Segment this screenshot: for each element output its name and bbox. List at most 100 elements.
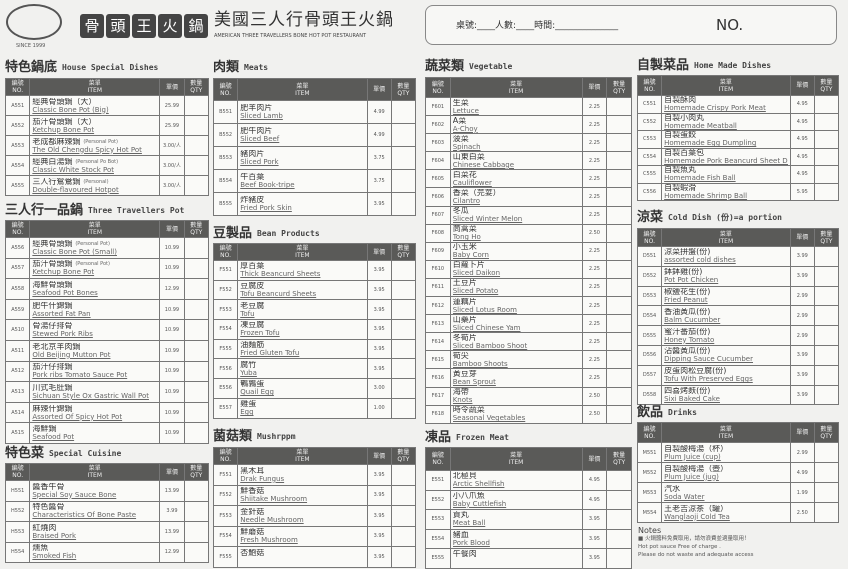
qty-input[interactable]	[183, 422, 210, 444]
item-code: F613	[425, 314, 451, 334]
qty-input[interactable]	[606, 368, 632, 388]
qty-input[interactable]	[183, 381, 210, 403]
qty-input[interactable]	[183, 257, 210, 280]
col-no: 編號 NO.	[636, 422, 663, 443]
qty-input[interactable]	[183, 175, 210, 196]
qty-input[interactable]	[813, 384, 840, 406]
qty-input[interactable]	[390, 525, 417, 547]
qty-input[interactable]	[606, 277, 632, 298]
qty-input[interactable]	[183, 521, 210, 543]
qty-input[interactable]	[813, 305, 840, 327]
qty-input[interactable]	[606, 296, 632, 316]
item-code: A557	[4, 257, 31, 280]
qty-input[interactable]	[390, 279, 417, 301]
col-item-cn: 菜單	[719, 425, 732, 433]
qty-input[interactable]	[390, 192, 417, 216]
qty-input[interactable]	[390, 484, 417, 506]
qty-input[interactable]	[390, 100, 417, 124]
item-name: 海帶 Knots	[449, 386, 583, 406]
qty-input[interactable]	[390, 169, 417, 193]
qty-input[interactable]	[390, 464, 417, 486]
qty-input[interactable]	[813, 344, 840, 366]
qty-input[interactable]	[183, 480, 210, 502]
qty-input[interactable]	[390, 546, 417, 568]
qty-input[interactable]	[813, 95, 840, 114]
table-row: A553 老成都麻辣鍋 (Personal Pot) The Old Chengdu…	[4, 135, 210, 156]
item-code: F609	[425, 241, 451, 261]
qty-input[interactable]	[813, 130, 840, 149]
qty-input[interactable]	[390, 319, 417, 340]
order-fields[interactable]: 桌號:____人數:____時間:______________	[456, 21, 619, 31]
qty-input[interactable]	[606, 223, 632, 243]
col-price: 單價	[581, 77, 608, 98]
col-item-en: ITEM	[295, 89, 310, 97]
qty-input[interactable]	[813, 182, 840, 201]
qty-input[interactable]	[606, 470, 632, 491]
item-name: 蓮藕片 Sliced Lotus Room	[449, 296, 583, 316]
qty-input[interactable]	[183, 155, 210, 176]
qty-input[interactable]	[813, 442, 840, 463]
qty-input[interactable]	[390, 299, 417, 321]
qty-input[interactable]	[606, 259, 632, 279]
qty-input[interactable]	[606, 115, 632, 135]
qty-input[interactable]	[813, 482, 840, 503]
qty-input[interactable]	[183, 319, 210, 341]
qty-input[interactable]	[606, 489, 632, 510]
qty-input[interactable]	[606, 350, 632, 370]
qty-input[interactable]	[606, 133, 632, 153]
qty-input[interactable]	[606, 404, 632, 424]
item-name: 筍尖 Bamboo Shoots	[449, 350, 583, 370]
item-name-cn: 金針菇	[240, 507, 265, 516]
qty-input[interactable]	[183, 237, 210, 259]
qty-input[interactable]	[813, 165, 840, 184]
item-name-en: Arctic Shellfish	[452, 480, 505, 489]
qty-input[interactable]	[390, 397, 417, 419]
qty-input[interactable]	[606, 241, 632, 261]
qty-input[interactable]	[183, 135, 210, 156]
qty-input[interactable]	[813, 364, 840, 386]
qty-input[interactable]	[390, 260, 417, 281]
col-item: 菜單 ITEM	[237, 447, 368, 465]
qty-input[interactable]	[813, 147, 840, 166]
qty-input[interactable]	[813, 325, 840, 346]
qty-input[interactable]	[813, 285, 840, 307]
item-name-cn: 豬血	[452, 530, 469, 539]
qty-input[interactable]	[606, 151, 632, 171]
qty-input[interactable]	[606, 528, 632, 549]
qty-input[interactable]	[390, 338, 417, 360]
qty-input[interactable]	[606, 386, 632, 406]
item-name-en: Plum Juice (jug)	[664, 472, 719, 481]
qty-input[interactable]	[183, 95, 210, 116]
qty-input[interactable]	[606, 548, 632, 569]
qty-input[interactable]	[183, 541, 210, 563]
qty-input[interactable]	[390, 358, 417, 380]
qty-input[interactable]	[606, 169, 632, 189]
qty-input[interactable]	[606, 187, 632, 207]
qty-input[interactable]	[813, 265, 840, 287]
qty-input[interactable]	[183, 115, 210, 136]
qty-input[interactable]	[183, 401, 210, 424]
qty-input[interactable]	[183, 500, 210, 522]
qty-input[interactable]	[390, 378, 417, 399]
qty-input[interactable]	[813, 112, 840, 131]
item-name-en: Pot Pot Chicken	[664, 276, 719, 285]
qty-input[interactable]	[183, 278, 210, 300]
qty-input[interactable]	[390, 123, 417, 147]
qty-input[interactable]	[606, 509, 632, 530]
qty-input[interactable]	[606, 96, 632, 117]
qty-input[interactable]	[813, 502, 840, 523]
qty-input[interactable]	[606, 205, 632, 225]
col-qty-cn: 數量	[613, 80, 626, 88]
qty-input[interactable]	[606, 332, 632, 352]
qty-input[interactable]	[813, 246, 840, 267]
qty-input[interactable]	[183, 339, 210, 362]
qty-input[interactable]	[390, 505, 417, 527]
item-code: F618	[425, 404, 451, 424]
qty-input[interactable]	[606, 314, 632, 334]
qty-input[interactable]	[183, 298, 210, 321]
item-price: 2.25	[581, 169, 608, 189]
qty-input[interactable]	[183, 360, 210, 383]
qty-input[interactable]	[813, 462, 840, 483]
item-name-en: Sliced Potato	[452, 287, 499, 296]
qty-input[interactable]	[390, 146, 417, 170]
